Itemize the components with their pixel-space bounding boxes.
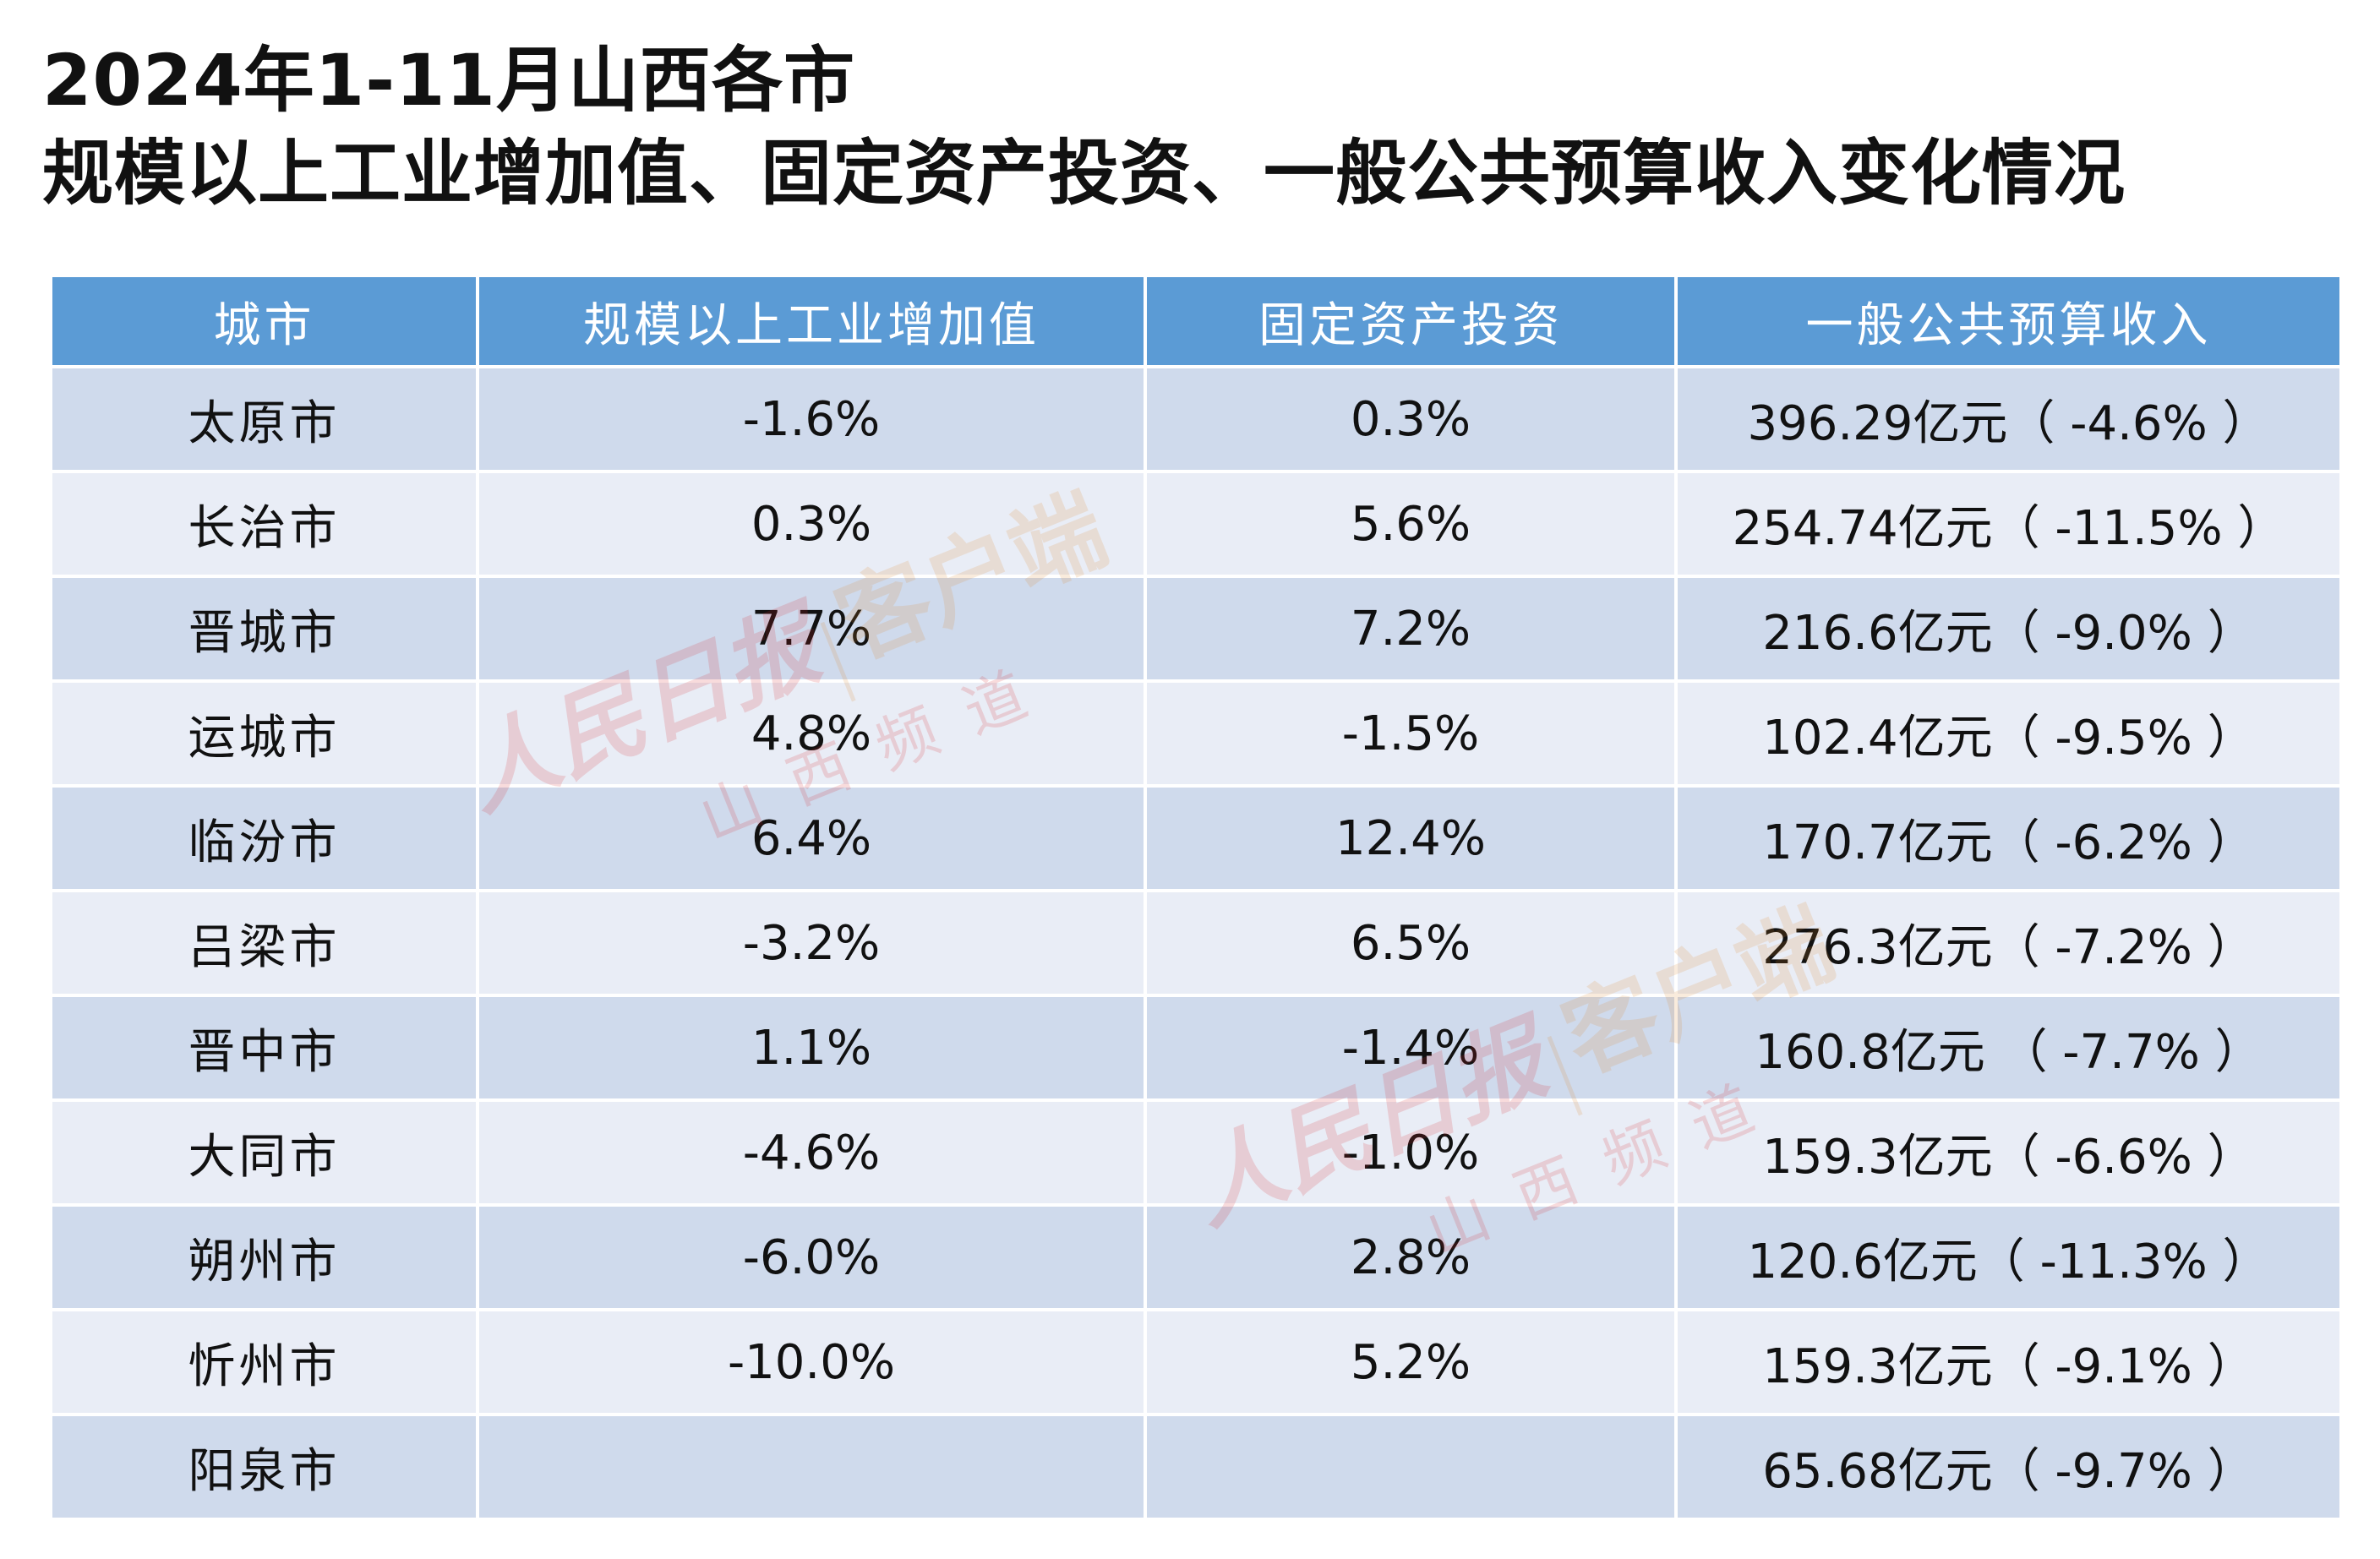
- cell-investment: -1.0%: [1144, 1098, 1678, 1207]
- data-table: 城市 规模以上工业增加值 固定资产投资 一般公共预算收入 太原市 -1.6% 0…: [49, 277, 2343, 1521]
- cell-investment: -1.4%: [1144, 994, 1678, 1102]
- column-header-industry: 规模以上工业增加值: [476, 277, 1147, 367]
- cell-city: 太原市: [49, 365, 479, 473]
- table-row: 长治市 0.3% 5.6% 254.74亿元（ -11.5% ）: [49, 470, 2343, 578]
- table-row: 晋城市 7.7% 7.2% 216.6亿元（ -9.0% ）: [49, 575, 2343, 683]
- cell-revenue: 396.29亿元（ -4.6% ）: [1674, 365, 2343, 473]
- cell-revenue: 65.68亿元（ -9.7% ）: [1674, 1413, 2343, 1521]
- table-header-row: 城市 规模以上工业增加值 固定资产投资 一般公共预算收入: [49, 277, 2343, 367]
- cell-investment: 7.2%: [1144, 575, 1678, 683]
- cell-revenue: 120.6亿元（ -11.3% ）: [1674, 1203, 2343, 1311]
- page-title: 2024年1-11月山西各市 规模以上工业增加值、固定资产投资、一般公共预算收入…: [42, 34, 2126, 220]
- cell-revenue: 170.7亿元（ -6.2% ）: [1674, 784, 2343, 892]
- cell-industry: 6.4%: [476, 784, 1147, 892]
- cell-investment: 5.2%: [1144, 1308, 1678, 1416]
- cell-industry: [476, 1413, 1147, 1521]
- column-header-revenue: 一般公共预算收入: [1674, 277, 2343, 367]
- cell-industry: -1.6%: [476, 365, 1147, 473]
- cell-city: 晋城市: [49, 575, 479, 683]
- cell-industry: 4.8%: [476, 679, 1147, 788]
- cell-revenue: 159.3亿元（ -6.6% ）: [1674, 1098, 2343, 1207]
- table-row: 运城市 4.8% -1.5% 102.4亿元（ -9.5% ）: [49, 679, 2343, 788]
- cell-city: 吕梁市: [49, 889, 479, 997]
- table-row: 太原市 -1.6% 0.3% 396.29亿元（ -4.6% ）: [49, 365, 2343, 473]
- cell-city: 阳泉市: [49, 1413, 479, 1521]
- cell-investment: 6.5%: [1144, 889, 1678, 997]
- table-row: 大同市 -4.6% -1.0% 159.3亿元（ -6.6% ）: [49, 1098, 2343, 1207]
- cell-city: 大同市: [49, 1098, 479, 1207]
- column-header-investment: 固定资产投资: [1144, 277, 1678, 367]
- cell-revenue: 102.4亿元（ -9.5% ）: [1674, 679, 2343, 788]
- cell-investment: 12.4%: [1144, 784, 1678, 892]
- title-line-2: 规模以上工业增加值、固定资产投资、一般公共预算收入变化情况: [42, 132, 2126, 215]
- cell-investment: 0.3%: [1144, 365, 1678, 473]
- title-line-1: 2024年1-11月山西各市: [42, 39, 855, 122]
- cell-industry: -10.0%: [476, 1308, 1147, 1416]
- cell-investment: -1.5%: [1144, 679, 1678, 788]
- table-row: 阳泉市 65.68亿元（ -9.7% ）: [49, 1413, 2343, 1521]
- cell-revenue: 254.74亿元（ -11.5% ）: [1674, 470, 2343, 578]
- cell-revenue: 216.6亿元（ -9.0% ）: [1674, 575, 2343, 683]
- cell-investment: 2.8%: [1144, 1203, 1678, 1311]
- cell-city: 朔州市: [49, 1203, 479, 1311]
- table-row: 吕梁市 -3.2% 6.5% 276.3亿元（ -7.2% ）: [49, 889, 2343, 997]
- cell-industry: 7.7%: [476, 575, 1147, 683]
- table-row: 忻州市 -10.0% 5.2% 159.3亿元（ -9.1% ）: [49, 1308, 2343, 1416]
- cell-revenue: 160.8亿元 （ -7.7% ）: [1674, 994, 2343, 1102]
- cell-investment: [1144, 1413, 1678, 1521]
- cell-revenue: 159.3亿元（ -9.1% ）: [1674, 1308, 2343, 1416]
- cell-industry: 1.1%: [476, 994, 1147, 1102]
- column-header-city: 城市: [49, 277, 479, 367]
- cell-industry: -3.2%: [476, 889, 1147, 997]
- cell-city: 忻州市: [49, 1308, 479, 1416]
- cell-industry: -4.6%: [476, 1098, 1147, 1207]
- table-row: 朔州市 -6.0% 2.8% 120.6亿元（ -11.3% ）: [49, 1203, 2343, 1311]
- cell-industry: 0.3%: [476, 470, 1147, 578]
- cell-industry: -6.0%: [476, 1203, 1147, 1311]
- table-row: 晋中市 1.1% -1.4% 160.8亿元 （ -7.7% ）: [49, 994, 2343, 1102]
- cell-city: 晋中市: [49, 994, 479, 1102]
- cell-investment: 5.6%: [1144, 470, 1678, 578]
- cell-revenue: 276.3亿元（ -7.2% ）: [1674, 889, 2343, 997]
- cell-city: 运城市: [49, 679, 479, 788]
- cell-city: 长治市: [49, 470, 479, 578]
- table-row: 临汾市 6.4% 12.4% 170.7亿元（ -6.2% ）: [49, 784, 2343, 892]
- cell-city: 临汾市: [49, 784, 479, 892]
- data-table-container: 城市 规模以上工业增加值 固定资产投资 一般公共预算收入 太原市 -1.6% 0…: [49, 277, 2343, 1521]
